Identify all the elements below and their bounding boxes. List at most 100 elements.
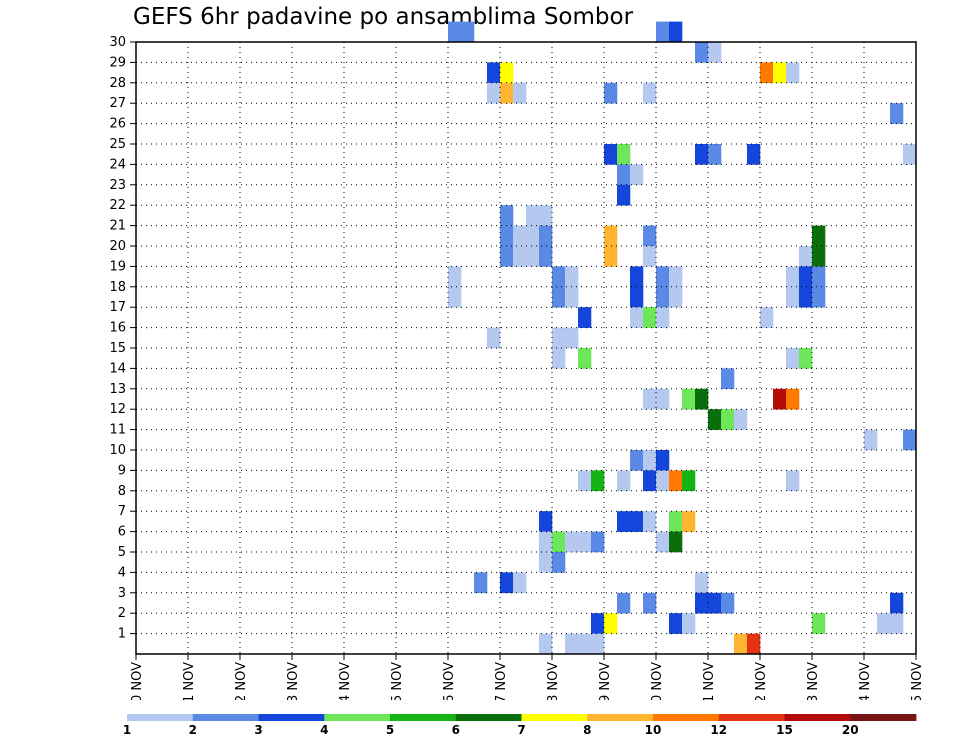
precip-cell xyxy=(630,450,644,471)
precip-cell xyxy=(890,592,904,614)
precip-cell xyxy=(578,470,592,492)
y-tick-label: 14 xyxy=(109,361,126,376)
x-tick-label: 22 NOV xyxy=(754,662,769,700)
y-tick-label: 17 xyxy=(109,300,126,315)
precip-cell xyxy=(500,225,514,247)
precip-cell xyxy=(513,225,527,247)
precip-cell xyxy=(630,286,644,308)
precip-cell xyxy=(799,348,813,369)
y-tick-label: 13 xyxy=(109,382,126,397)
precip-cell xyxy=(734,633,748,655)
precip-cell xyxy=(448,21,462,43)
precip-cell xyxy=(643,388,657,410)
y-tick-label: 18 xyxy=(109,280,126,295)
precip-cell xyxy=(500,62,514,84)
precip-cell xyxy=(617,470,631,492)
precip-cell xyxy=(812,286,826,308)
precip-cell xyxy=(682,388,696,410)
legend-swatch xyxy=(455,714,522,721)
precip-cell xyxy=(682,511,696,532)
precip-cell xyxy=(617,592,631,614)
y-tick-label: 6 xyxy=(118,525,126,540)
precip-cell xyxy=(786,286,800,308)
legend-label: 1 xyxy=(123,723,131,737)
precip-cell xyxy=(708,42,722,63)
legend-label: 7 xyxy=(517,723,525,737)
x-tick-label: 16 NOV xyxy=(442,662,457,700)
y-tick-label: 2 xyxy=(118,606,126,621)
precip-cell xyxy=(708,144,722,165)
precip-cell xyxy=(604,246,618,267)
precip-cell xyxy=(747,144,761,165)
precip-cell xyxy=(500,82,514,104)
precip-cell xyxy=(656,307,670,328)
precip-cell xyxy=(539,552,553,573)
y-tick-label: 30 xyxy=(109,35,126,50)
legend-swatch xyxy=(653,714,720,721)
precip-cell xyxy=(812,246,826,267)
x-tick-label: 25 NOV xyxy=(910,662,925,700)
legend-label: 3 xyxy=(254,723,262,737)
precip-cell xyxy=(552,327,566,349)
precip-cell xyxy=(578,348,592,369)
precip-cell xyxy=(591,613,605,634)
precip-cell xyxy=(539,246,553,267)
x-tick-label: 11 NOV xyxy=(182,662,197,700)
precip-cell xyxy=(617,144,631,165)
precip-cell xyxy=(903,144,917,165)
precip-cell xyxy=(539,205,553,226)
precip-cell xyxy=(630,307,644,328)
precip-cell xyxy=(565,266,579,288)
y-tick-label: 15 xyxy=(109,341,126,356)
precip-cell xyxy=(721,409,735,430)
y-tick-label: 10 xyxy=(109,443,126,458)
precip-cell xyxy=(760,62,774,84)
precip-cell xyxy=(721,368,735,390)
precip-cell xyxy=(695,388,709,410)
x-tick-label: 13 NOV xyxy=(286,662,301,700)
y-tick-label: 16 xyxy=(109,321,126,336)
precip-cell xyxy=(799,266,813,288)
precip-cell xyxy=(539,633,553,655)
precip-cell xyxy=(630,266,644,288)
precip-cell xyxy=(539,511,553,532)
legend-swatch xyxy=(258,714,325,721)
precip-cell xyxy=(877,613,891,634)
precip-cell xyxy=(474,572,488,594)
legend-swatch xyxy=(390,714,457,721)
precip-cell xyxy=(487,82,501,104)
precip-cell xyxy=(786,62,800,84)
precip-cell xyxy=(643,246,657,267)
y-tick-label: 28 xyxy=(109,76,126,91)
precip-cell xyxy=(630,511,644,532)
precip-cell xyxy=(617,511,631,532)
precip-cell xyxy=(487,62,501,84)
precip-cell xyxy=(669,511,683,532)
legend-swatch xyxy=(521,714,588,721)
precip-cell xyxy=(786,470,800,492)
precip-cell xyxy=(695,592,709,614)
precip-cell xyxy=(812,225,826,247)
precip-cell xyxy=(448,266,462,288)
x-tick-label: 20 NOV xyxy=(650,662,665,700)
precip-cell xyxy=(643,511,657,532)
precip-cell xyxy=(669,613,683,634)
precip-cell xyxy=(448,286,462,308)
x-tick-label: 15 NOV xyxy=(390,662,405,700)
precip-cell xyxy=(656,450,670,471)
precip-cell xyxy=(890,103,904,124)
legend-label: 12 xyxy=(710,723,727,737)
precip-cell xyxy=(565,286,579,308)
precip-cell xyxy=(539,225,553,247)
precip-cell xyxy=(552,531,566,553)
precip-cell xyxy=(617,164,631,186)
precip-cell xyxy=(812,266,826,288)
precip-cell xyxy=(786,348,800,369)
precip-cell xyxy=(669,286,683,308)
y-tick-label: 22 xyxy=(109,198,126,213)
legend-label: 5 xyxy=(386,723,394,737)
y-tick-label: 25 xyxy=(109,137,126,152)
legend-label: 8 xyxy=(583,723,591,737)
precip-cell xyxy=(669,21,683,43)
precip-cell xyxy=(656,388,670,410)
